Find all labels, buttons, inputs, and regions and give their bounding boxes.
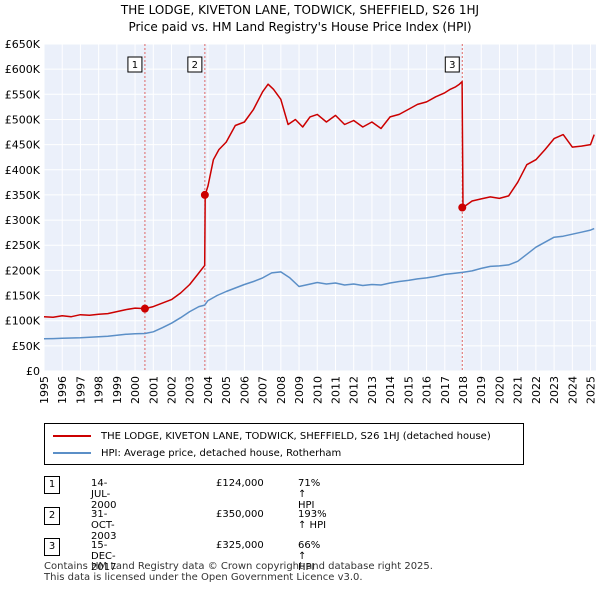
x-tick-label: 2012 xyxy=(348,376,361,404)
y-tick-label: £100K xyxy=(5,315,41,328)
x-tick-label: 2017 xyxy=(439,376,452,404)
grid-lines xyxy=(43,43,596,372)
transaction-price: £124,000 xyxy=(216,478,264,489)
footer-line-1: Contains HM Land Registry data © Crown c… xyxy=(44,561,433,572)
x-tick-label: 1995 xyxy=(38,376,51,404)
y-tick-label: £550K xyxy=(5,88,41,101)
x-tick-label: 2007 xyxy=(257,376,270,404)
transaction-price: £325,000 xyxy=(216,540,264,551)
y-tick-label: £300K xyxy=(5,214,41,227)
x-tick-label: 2003 xyxy=(184,376,197,404)
series-lines xyxy=(43,80,595,340)
legend-label-property: THE LODGE, KIVETON LANE, TODWICK, SHEFFI… xyxy=(101,430,491,442)
x-tick-label: 2024 xyxy=(566,376,579,404)
sale-point xyxy=(458,203,467,212)
x-tick-label: 2001 xyxy=(147,376,160,404)
sale-label-box xyxy=(187,56,203,73)
x-tick-label: 1998 xyxy=(93,376,106,404)
transaction-number: 3 xyxy=(44,538,60,556)
price-chart: £0 £50K £100K £150K £200K £250K £300K £350K £400… xyxy=(5,38,598,404)
chart-title: THE LODGE, KIVETON LANE, TODWICK, SHEFFI… xyxy=(0,0,600,36)
sale-label-box xyxy=(444,56,460,73)
sale-point xyxy=(140,304,149,313)
x-tick-label: 2000 xyxy=(129,376,142,404)
x-tick-label: 1997 xyxy=(74,376,87,404)
y-tick-label: £450K xyxy=(5,139,41,152)
sale-point xyxy=(200,190,209,199)
x-tick-label: 2025 xyxy=(585,376,598,404)
x-tick-label: 2019 xyxy=(475,376,488,404)
legend-swatch-property xyxy=(53,435,91,437)
footer-line-2: This data is licensed under the Open Gov… xyxy=(44,572,363,583)
transaction-number: 1 xyxy=(44,476,60,494)
y-tick-label: £650K xyxy=(5,38,41,51)
x-tick-label: 2018 xyxy=(457,376,470,404)
plot-area xyxy=(44,44,596,371)
x-tick-label: 2008 xyxy=(275,376,288,404)
x-tick-label: 2004 xyxy=(202,376,215,404)
y-tick-label: £200K xyxy=(5,264,41,277)
footer: Contains HM Land Registry data © Crown c… xyxy=(44,561,433,583)
y-axis-tick-labels: £0 £50K £100K £150K £200K £250K £300K £350K £400… xyxy=(5,38,41,378)
hpi-line xyxy=(43,227,595,340)
y-tick-label: £0 xyxy=(26,365,40,378)
sale-label-text: 1 xyxy=(132,60,138,71)
x-tick-label: 2020 xyxy=(493,376,506,404)
transaction-date: 31-OCT-2003 xyxy=(91,509,117,542)
x-tick-label: 2022 xyxy=(530,376,543,404)
x-tick-label: 2021 xyxy=(512,376,525,404)
transaction-hpi: 71% ↑ HPI xyxy=(298,478,321,511)
x-tick-label: 2014 xyxy=(384,376,397,404)
title-line-1: THE LODGE, KIVETON LANE, TODWICK, SHEFFI… xyxy=(120,3,480,17)
y-tick-label: £250K xyxy=(5,239,41,252)
y-tick-label: £350K xyxy=(5,189,41,202)
sale-label-box xyxy=(127,56,143,73)
y-tick-label: £600K xyxy=(5,63,41,76)
x-tick-label: 2011 xyxy=(329,376,342,404)
y-tick-label: £150K xyxy=(5,290,41,303)
x-tick-label: 2016 xyxy=(421,376,434,404)
transaction-number: 2 xyxy=(44,507,60,525)
transaction-hpi: 66% ↑ HPI xyxy=(298,540,321,573)
y-tick-label: £50K xyxy=(12,340,41,353)
transaction-hpi: 193% ↑ HPI xyxy=(298,509,327,531)
x-tick-label: 2006 xyxy=(238,376,251,404)
x-tick-label: 1999 xyxy=(111,376,124,404)
legend-swatch-hpi xyxy=(53,452,91,454)
transaction-price: £350,000 xyxy=(216,509,264,520)
x-tick-label: 2005 xyxy=(220,376,233,404)
y-tick-label: £500K xyxy=(5,113,41,126)
transaction-date: 14-JUL-2000 xyxy=(91,478,117,511)
x-tick-label: 2023 xyxy=(548,376,561,404)
sale-marker-lines xyxy=(144,44,463,371)
sale-label-text: 3 xyxy=(449,60,455,71)
legend: THE LODGE, KIVETON LANE, TODWICK, SHEFFI… xyxy=(44,423,524,465)
sale-labels: 1 2 3 xyxy=(127,56,460,73)
y-tick-label: £400K xyxy=(5,164,41,177)
legend-label-hpi: HPI: Average price, detached house, Roth… xyxy=(101,447,342,459)
x-tick-label: 2015 xyxy=(402,376,415,404)
sale-points xyxy=(140,190,467,313)
x-tick-label: 2010 xyxy=(311,376,324,404)
transaction-date: 15-DEC-2017 xyxy=(91,540,117,573)
x-tick-label: 2009 xyxy=(293,376,306,404)
legend-item-hpi: HPI: Average price, detached house, Roth… xyxy=(53,445,341,461)
title-line-2: Price paid vs. HM Land Registry's House … xyxy=(128,20,472,34)
x-tick-label: 1996 xyxy=(56,376,69,404)
legend-item-property: THE LODGE, KIVETON LANE, TODWICK, SHEFFI… xyxy=(53,428,491,444)
x-tick-label: 2002 xyxy=(166,376,179,404)
x-axis-tick-labels: 1995 1996 1997 1998 1999 2000 2001 2002 2003 2004… xyxy=(38,376,598,404)
x-tick-label: 2013 xyxy=(366,376,379,404)
sale-label-text: 2 xyxy=(192,60,198,71)
property-price-line xyxy=(43,80,595,318)
